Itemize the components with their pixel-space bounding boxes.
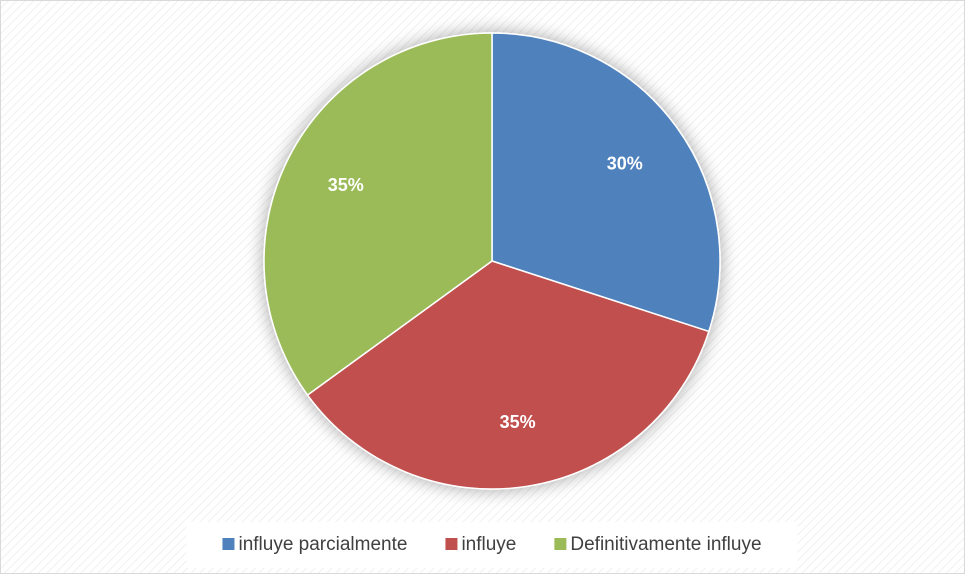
pie-slice bbox=[306, 260, 710, 490]
legend-swatch bbox=[445, 538, 458, 550]
data-label: 35% bbox=[328, 175, 364, 195]
legend-swatch bbox=[222, 538, 235, 550]
legend-label: influye parcialmente bbox=[238, 534, 407, 555]
data-label: 30% bbox=[607, 153, 643, 173]
data-label: 35% bbox=[500, 412, 536, 432]
legend-box bbox=[186, 522, 798, 568]
pie-slice bbox=[263, 32, 493, 397]
legend-label: Definitivamente influye bbox=[570, 534, 761, 555]
pie-slice bbox=[491, 32, 721, 333]
legend-label: influye bbox=[461, 534, 516, 555]
legend-swatch bbox=[554, 538, 567, 550]
pie bbox=[263, 32, 721, 490]
